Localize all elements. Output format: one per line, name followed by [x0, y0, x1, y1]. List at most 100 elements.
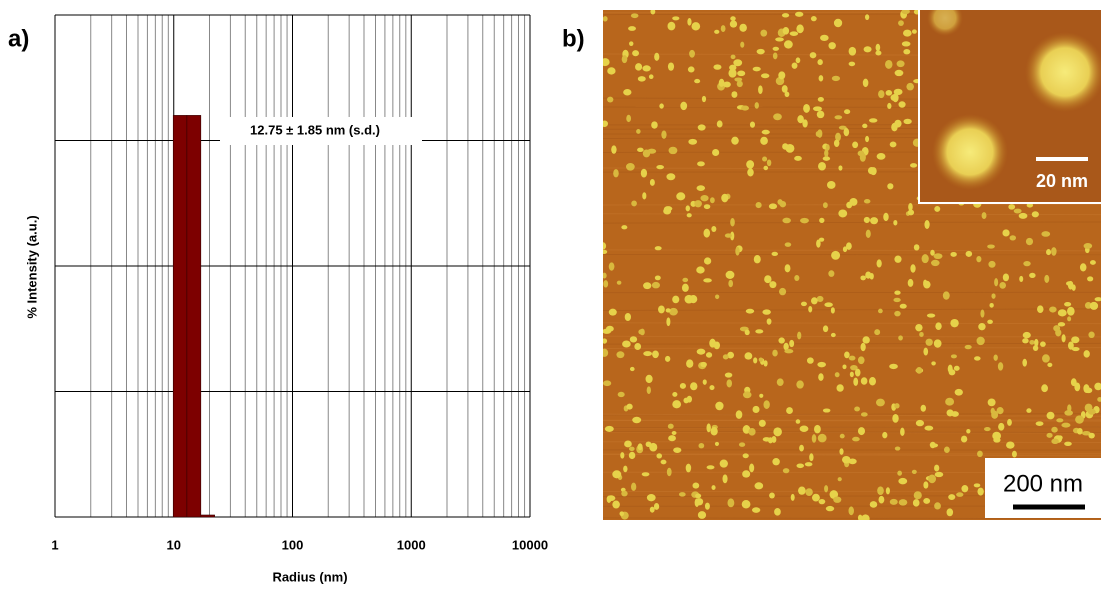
afm-particle [926, 313, 936, 318]
afm-particle [1088, 432, 1095, 439]
afm-particle [925, 338, 933, 346]
afm-particle [710, 197, 715, 204]
afm-particle [950, 318, 959, 328]
afm-particle [706, 423, 711, 433]
afm-particle [735, 410, 743, 419]
afm-particle [862, 123, 868, 129]
afm-particle [703, 204, 711, 210]
afm-particle [695, 493, 702, 499]
afm-particle [1022, 331, 1031, 339]
afm-particle [897, 470, 903, 476]
afm-particle [663, 207, 672, 215]
afm-particle [1051, 426, 1058, 433]
afm-particle [1071, 336, 1080, 344]
afm-particle [796, 463, 805, 469]
afm-particle [798, 486, 806, 495]
afm-particle [741, 500, 751, 509]
afm-particle [631, 200, 637, 207]
afm-particle [714, 29, 720, 34]
afm-particle [722, 354, 729, 360]
afm-particle [910, 163, 918, 168]
afm-particle [711, 485, 716, 491]
afm-particle [1061, 422, 1071, 428]
afm-particle [624, 440, 632, 448]
afm-particle [1083, 350, 1090, 358]
afm-particle [626, 403, 633, 410]
afm-particle [603, 120, 608, 128]
afm-particle [842, 246, 848, 253]
afm-particle [933, 253, 943, 260]
afm-particle [746, 160, 755, 169]
afm-particle [849, 371, 854, 378]
afm-particle [1056, 418, 1064, 423]
afm-particle [794, 155, 802, 161]
afm-particle [667, 423, 674, 429]
afm-particle [689, 49, 695, 58]
afm-particle [726, 379, 733, 388]
afm-particle [899, 303, 907, 309]
afm-particle [870, 217, 879, 225]
afm-particle [869, 272, 874, 280]
afm-particle [843, 127, 850, 137]
afm-particle [724, 233, 732, 238]
afm-particle [643, 351, 652, 357]
afm-particle [721, 193, 729, 203]
afm-particle [1057, 435, 1063, 440]
afm-particle [889, 498, 898, 505]
afm-particle [911, 29, 917, 34]
afm-particle [919, 331, 924, 338]
afm-particle [729, 64, 737, 71]
afm-particle [980, 309, 985, 318]
afm-particle [842, 364, 847, 370]
x-tick-label: 10 [167, 537, 181, 552]
afm-particle [672, 391, 678, 397]
afm-particle [772, 46, 780, 51]
afm-particle [834, 115, 843, 120]
afm-particle [616, 351, 625, 359]
afm-particle [1051, 438, 1059, 445]
scale-label: 200 nm [1003, 470, 1083, 497]
afm-particle [946, 508, 954, 517]
afm-particle [680, 101, 688, 111]
afm-particle [629, 336, 638, 343]
afm-particle [916, 366, 923, 374]
afm-particle [774, 507, 781, 516]
afm-particle [789, 339, 795, 348]
afm-particle [994, 278, 999, 287]
afm-particle [789, 31, 799, 36]
afm-particle [923, 497, 931, 504]
afm-particle [637, 76, 646, 82]
afm-particle [987, 319, 993, 325]
afm-particle [603, 16, 608, 22]
afm-particle [812, 106, 822, 112]
afm-particle [1071, 284, 1076, 291]
afm-particle [745, 308, 755, 314]
afm-particle [782, 468, 790, 474]
afm-particle [1047, 362, 1053, 368]
annotation: 12.75 ± 1.85 nm (s.d.) [250, 122, 380, 137]
afm-particle [773, 113, 782, 121]
afm-particle [718, 78, 725, 87]
afm-particle [889, 363, 898, 370]
afm-particle [815, 131, 821, 137]
afm-particle [642, 65, 651, 72]
afm-particle [742, 425, 751, 434]
afm-particle [898, 335, 903, 341]
afm-particle [808, 305, 813, 313]
afm-particle [641, 472, 650, 477]
afm-particle [877, 486, 884, 496]
afm-particle [754, 482, 764, 490]
afm-particle [933, 339, 942, 348]
afm-particle [685, 463, 692, 473]
afm-particle [654, 52, 660, 61]
afm-particle [988, 260, 996, 268]
afm-particle [814, 424, 821, 434]
afm-particle [637, 147, 644, 153]
afm-particle [810, 16, 817, 22]
afm-particle [650, 10, 656, 15]
afm-particle [800, 301, 807, 307]
afm-particle [800, 217, 809, 224]
afm-streak [603, 213, 1101, 216]
afm-particle [863, 199, 871, 204]
afm-particle [839, 433, 845, 439]
